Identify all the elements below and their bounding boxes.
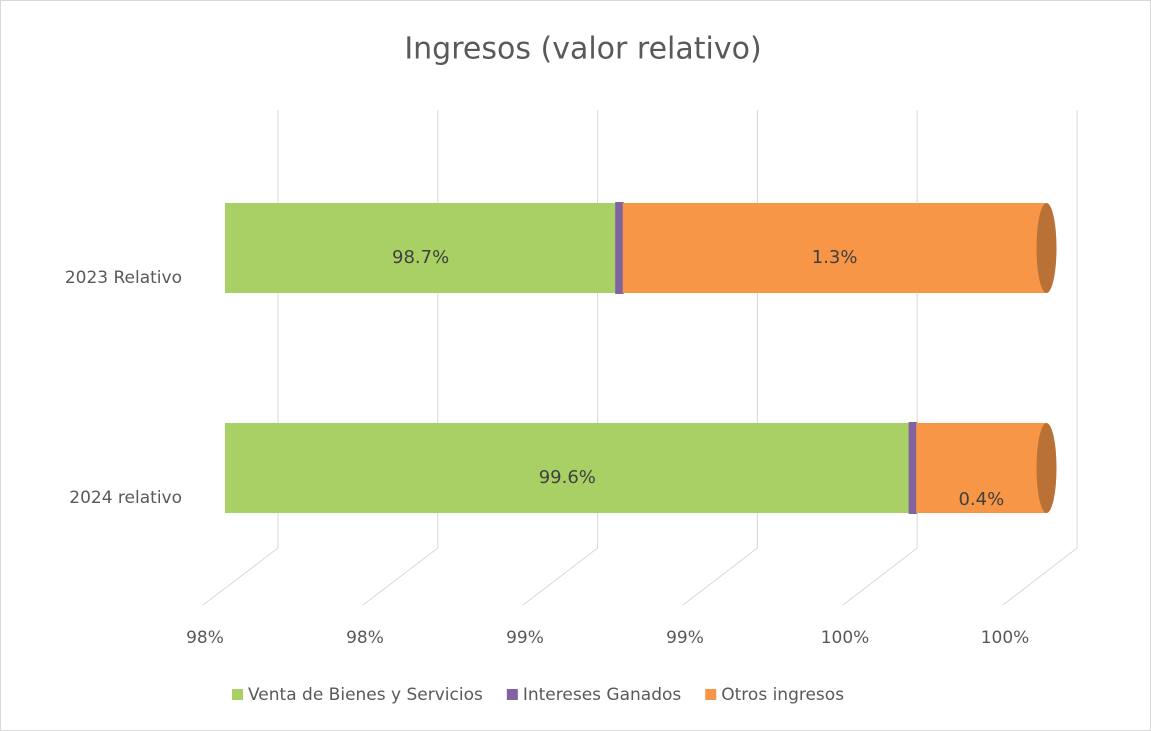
x-tick-label: 98%: [346, 628, 384, 648]
legend-label: Intereses Ganados: [523, 685, 682, 705]
bar-segment: [908, 422, 918, 514]
bar-segment: [225, 423, 910, 513]
legend-swatch: [232, 689, 243, 700]
y-tick-label: 2023 Relativo: [65, 268, 182, 288]
floor-line: [202, 547, 279, 606]
data-label: 1.3%: [812, 247, 858, 268]
x-tick-label: 100%: [981, 628, 1030, 648]
legend-swatch: [705, 689, 717, 700]
floor-line: [682, 547, 758, 606]
bar-cap: [1036, 423, 1057, 513]
data-label: 0.4%: [958, 489, 1004, 510]
data-label: 98.7%: [392, 247, 449, 268]
x-tick-label: 100%: [821, 628, 870, 648]
chart-title: Ingresos (valor relativo): [404, 32, 761, 67]
legend-label: Otros ingresos: [721, 685, 844, 705]
x-tick-label: 99%: [666, 628, 704, 648]
x-tick-label: 98%: [186, 628, 224, 648]
bar-segment: [916, 423, 1047, 513]
floor-line: [842, 547, 918, 606]
bar-cap: [1036, 203, 1057, 293]
x-tick-label: 99%: [506, 628, 544, 648]
floor-line: [362, 547, 439, 606]
legend-swatch: [506, 689, 518, 700]
bars: [225, 202, 1057, 514]
bar-segment: [622, 203, 1047, 293]
y-tick-label: 2024 relativo: [69, 488, 182, 508]
floor-line: [522, 547, 598, 606]
bar-segment: [615, 202, 624, 294]
floor-line: [1002, 547, 1078, 606]
data-label: 99.6%: [539, 467, 596, 488]
bar-segment: [225, 203, 617, 293]
legend-label: Venta de Bienes y Servicios: [248, 685, 483, 705]
